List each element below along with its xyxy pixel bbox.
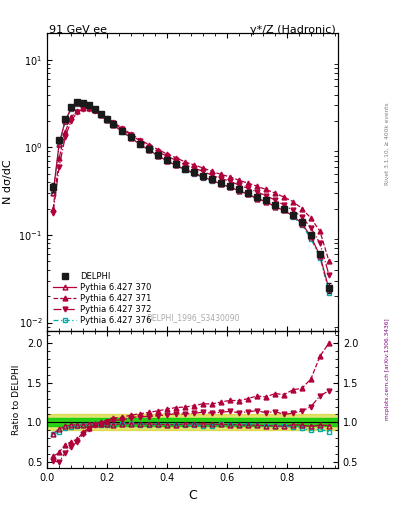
Text: DELPHI_1996_S3430090: DELPHI_1996_S3430090 <box>146 313 239 322</box>
Y-axis label: Ratio to DELPHI: Ratio to DELPHI <box>12 365 21 435</box>
Y-axis label: N dσ/dC: N dσ/dC <box>3 160 13 204</box>
Text: γ*/Z (Hadronic): γ*/Z (Hadronic) <box>250 25 336 35</box>
Text: 91 GeV ee: 91 GeV ee <box>49 25 107 35</box>
Bar <box>47 418 338 426</box>
X-axis label: C: C <box>188 489 197 502</box>
Bar <box>47 414 338 431</box>
Text: Rivet 3.1.10, ≥ 400k events: Rivet 3.1.10, ≥ 400k events <box>385 102 390 185</box>
Text: mcplots.cern.ch [arXiv:1306.3436]: mcplots.cern.ch [arXiv:1306.3436] <box>385 318 390 419</box>
Legend: DELPHI, Pythia 6.427 370, Pythia 6.427 371, Pythia 6.427 372, Pythia 6.427 376: DELPHI, Pythia 6.427 370, Pythia 6.427 3… <box>51 270 154 327</box>
